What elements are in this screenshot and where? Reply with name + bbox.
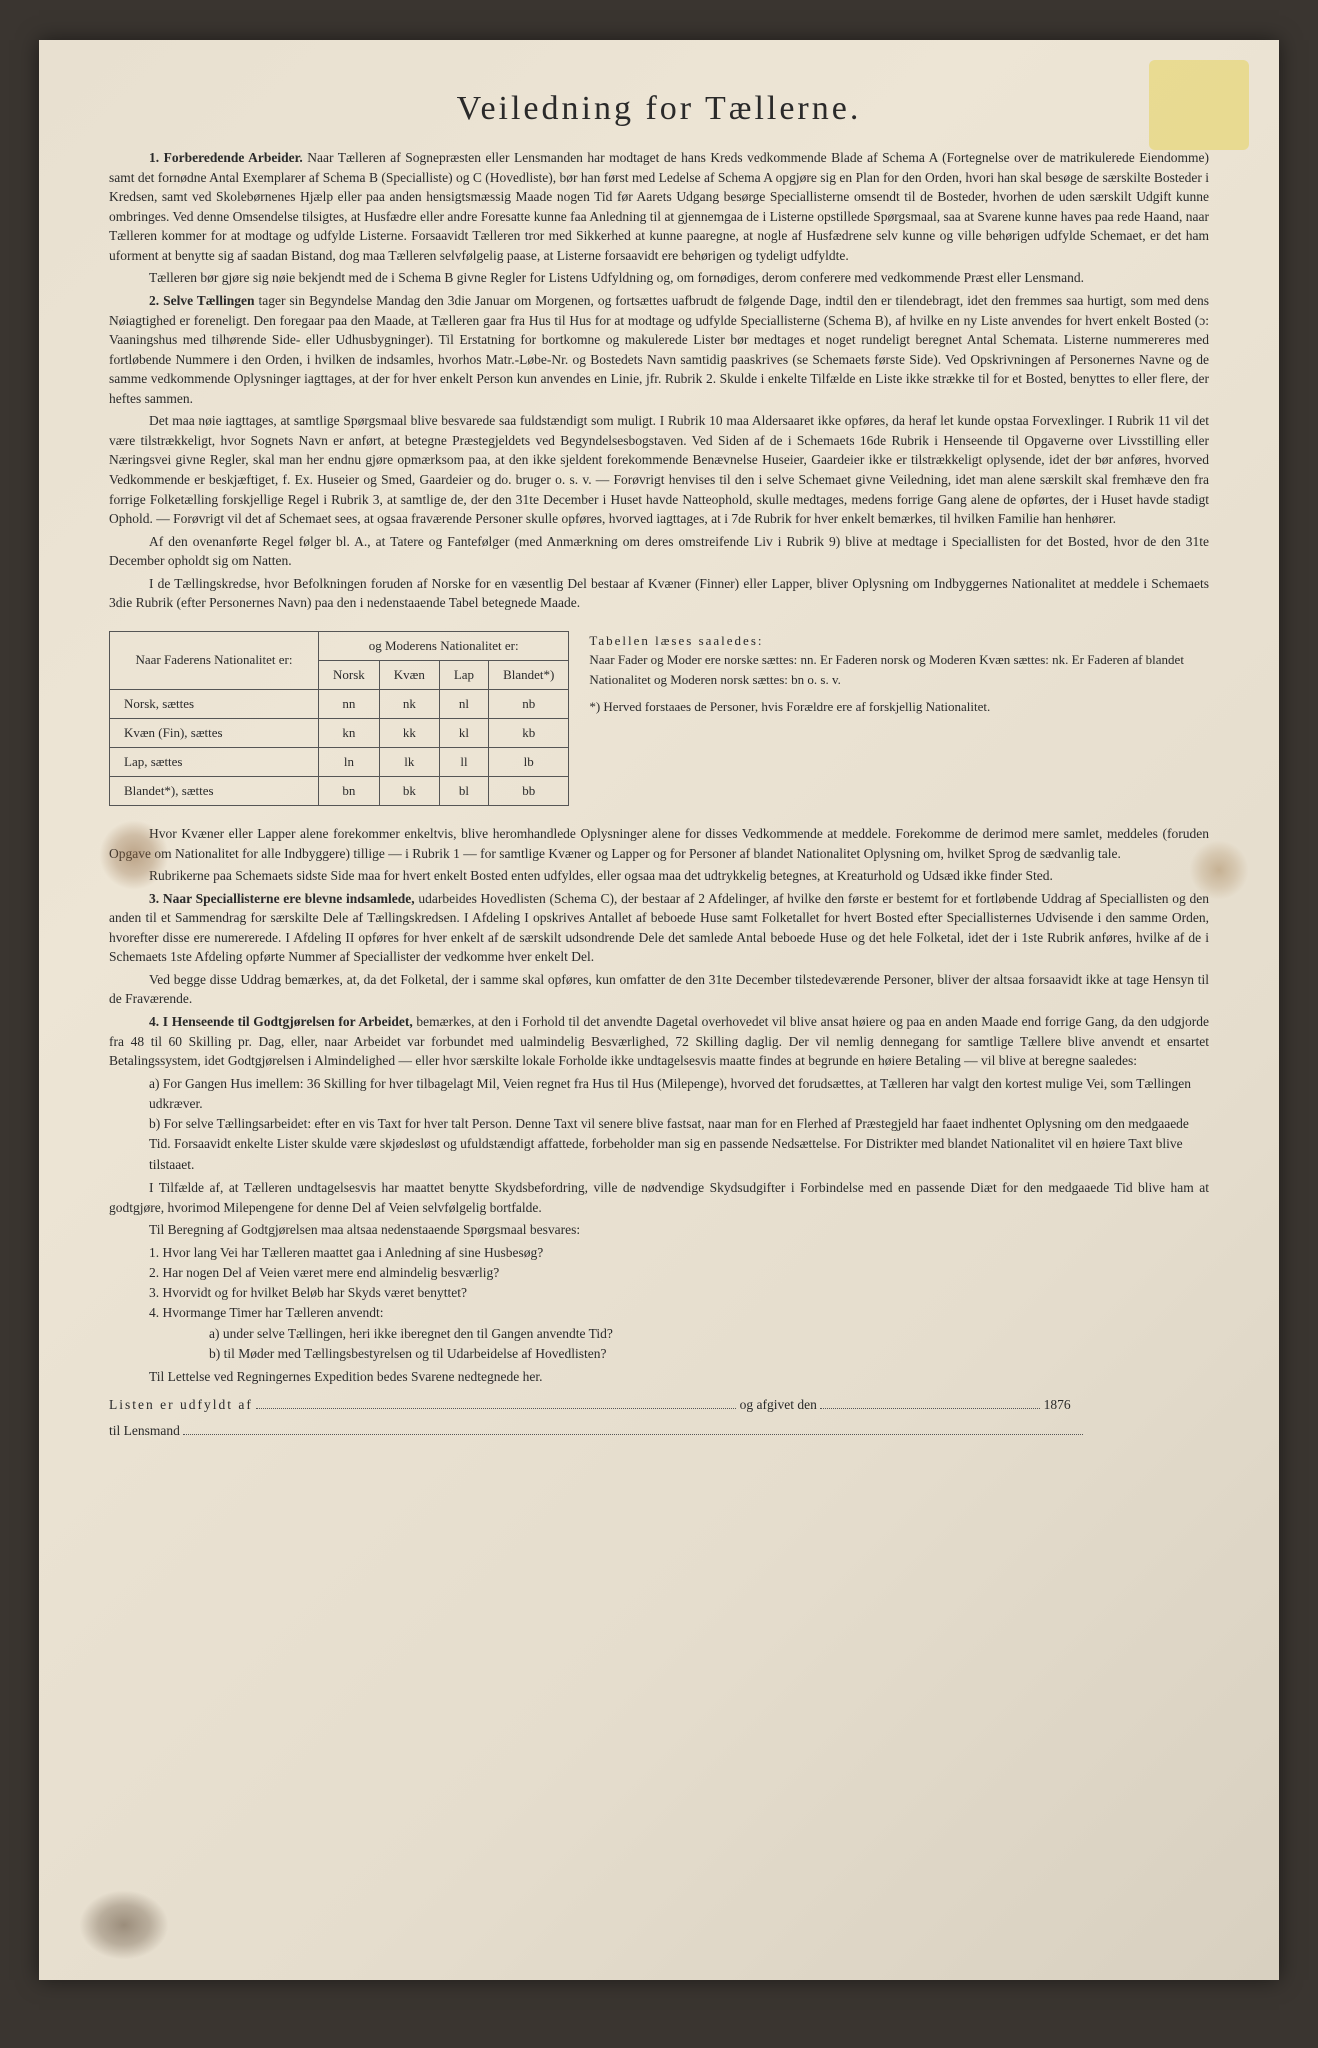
footer-name-blank[interactable] xyxy=(256,1408,736,1409)
row-label: Blandet*), sættes xyxy=(110,776,319,805)
side-footnote: *) Herved forstaaes de Personer, hvis Fo… xyxy=(589,697,1209,717)
table-row: Blandet*), sættes bn bk bl bb xyxy=(110,776,569,805)
stain-bottom xyxy=(79,1890,169,1960)
section-2-p1-text: tager sin Begyndelse Mandag den 3die Jan… xyxy=(109,293,1209,406)
section-1-p1: 1. Forberedende Arbeider. Naar Tælleren … xyxy=(109,148,1209,265)
cell: bk xyxy=(379,776,439,805)
section-2-p1: 2. Selve Tællingen tager sin Begyndelse … xyxy=(109,291,1209,408)
col-lap: Lap xyxy=(439,660,488,689)
cell: bl xyxy=(439,776,488,805)
footer-lensmand-label: til Lensmand xyxy=(109,1423,180,1438)
question-4a: a) under selve Tællingen, heri ikke iber… xyxy=(209,1324,1209,1344)
stain-left xyxy=(99,820,169,890)
table-row: Kvæn (Fin), sættes kn kk kl kb xyxy=(110,718,569,747)
cell: bn xyxy=(319,776,380,805)
cell: nb xyxy=(489,689,569,718)
section-4-head: 4. I Henseende til Godtgjørelsen for Arb… xyxy=(149,1014,413,1029)
footer-delivered-label: og afgivet den xyxy=(740,1397,817,1412)
cell: lb xyxy=(489,747,569,776)
footer-line-2: til Lensmand xyxy=(109,1423,1209,1439)
side-heading: Tabellen læses saaledes: xyxy=(589,631,1209,651)
col-kvaen: Kvæn xyxy=(379,660,439,689)
after-table-p2: Rubrikerne paa Schemaets sidste Side maa… xyxy=(109,866,1209,886)
after-table-p1: Hvor Kvæner eller Lapper alene forekomme… xyxy=(109,824,1209,863)
section-4-p3: Til Beregning af Godtgjørelsen maa altsa… xyxy=(109,1220,1209,1240)
document-page: Veiledning for Tællerne. 1. Forberedende… xyxy=(39,40,1279,1980)
col-norsk: Norsk xyxy=(319,660,380,689)
section-2-p2: Det maa nøie iagttages, at samtlige Spør… xyxy=(109,411,1209,528)
section-4-p1: 4. I Henseende til Godtgjørelsen for Arb… xyxy=(109,1012,1209,1071)
cell: kk xyxy=(379,718,439,747)
document-title: Veiledning for Tællerne. xyxy=(109,90,1209,128)
cell: nk xyxy=(379,689,439,718)
section-3-head: 3. Naar Speciallisterne ere blevne indsa… xyxy=(149,891,415,906)
table-row: Lap, sættes ln lk ll lb xyxy=(110,747,569,776)
item-a: a) For Gangen Hus imellem: 36 Skilling f… xyxy=(149,1074,1209,1115)
question-2: 2. Har nogen Del af Veien været mere end… xyxy=(149,1263,1209,1283)
section-4-p2: I Tilfælde af, at Tælleren undtagelsesvi… xyxy=(109,1178,1209,1217)
cell: lk xyxy=(379,747,439,776)
footer-filled-by-label: Listen er udfyldt af xyxy=(109,1397,253,1412)
section-3-p1: 3. Naar Speciallisterne ere blevne indsa… xyxy=(109,889,1209,967)
tape-stain xyxy=(1149,60,1249,150)
section-1-p2: Tælleren bør gjøre sig nøie bekjendt med… xyxy=(109,268,1209,288)
cell: kn xyxy=(319,718,380,747)
col-blandet: Blandet*) xyxy=(489,660,569,689)
table-side-text: Tabellen læses saaledes: Naar Fader og M… xyxy=(589,621,1209,717)
question-3: 3. Hvorvidt og for hvilket Beløb har Sky… xyxy=(149,1283,1209,1303)
questions-list: 1. Hvor lang Vei har Tælleren maattet ga… xyxy=(149,1243,1209,1365)
section-2-head: 2. Selve Tællingen xyxy=(149,293,255,308)
section-1-head: 1. Forberedende Arbeider. xyxy=(149,150,303,165)
footer-date-blank[interactable] xyxy=(820,1408,1040,1409)
nationality-table: Naar Faderens Nationalitet er: og Modere… xyxy=(109,631,569,806)
footer-line-1: Listen er udfyldt af og afgivet den 1876 xyxy=(109,1397,1209,1413)
section-2-p3: Af den ovenanførte Regel følger bl. A., … xyxy=(109,532,1209,571)
payment-items: a) For Gangen Hus imellem: 36 Skilling f… xyxy=(149,1074,1209,1175)
question-1: 1. Hvor lang Vei har Tælleren maattet ga… xyxy=(149,1243,1209,1263)
cell: nn xyxy=(319,689,380,718)
cell: ln xyxy=(319,747,380,776)
row-label: Lap, sættes xyxy=(110,747,319,776)
footer-lensmand-blank[interactable] xyxy=(183,1434,1083,1435)
question-4b: b) til Møder med Tællingsbestyrelsen og … xyxy=(209,1344,1209,1364)
cell: kb xyxy=(489,718,569,747)
section-3-p2: Ved begge disse Uddrag bemærkes, at, da … xyxy=(109,970,1209,1009)
table-row: Norsk, sættes nn nk nl nb xyxy=(110,689,569,718)
footer-year: 1876 xyxy=(1044,1397,1071,1412)
table-header-mother: og Moderens Nationalitet er: xyxy=(319,631,569,660)
cell: bb xyxy=(489,776,569,805)
stain-right xyxy=(1189,840,1249,900)
cell: nl xyxy=(439,689,488,718)
nationality-table-wrap: Naar Faderens Nationalitet er: og Modere… xyxy=(109,621,1209,816)
section-1-p1-text: Naar Tælleren af Sognepræsten eller Lens… xyxy=(109,150,1209,263)
row-label: Kvæn (Fin), sættes xyxy=(110,718,319,747)
question-4: 4. Hvormange Timer har Tælleren anvendt: xyxy=(149,1303,1209,1323)
row-label: Norsk, sættes xyxy=(110,689,319,718)
section-2-p4: I de Tællingskredse, hvor Befolkningen f… xyxy=(109,574,1209,613)
closing-line: Til Lettelse ved Regningernes Expedition… xyxy=(109,1367,1209,1387)
cell: ll xyxy=(439,747,488,776)
cell: kl xyxy=(439,718,488,747)
side-body: Naar Fader og Moder ere norske sættes: n… xyxy=(589,650,1209,689)
table-header-father: Naar Faderens Nationalitet er: xyxy=(110,631,319,689)
item-b: b) For selve Tællingsarbeidet: efter en … xyxy=(149,1114,1209,1175)
